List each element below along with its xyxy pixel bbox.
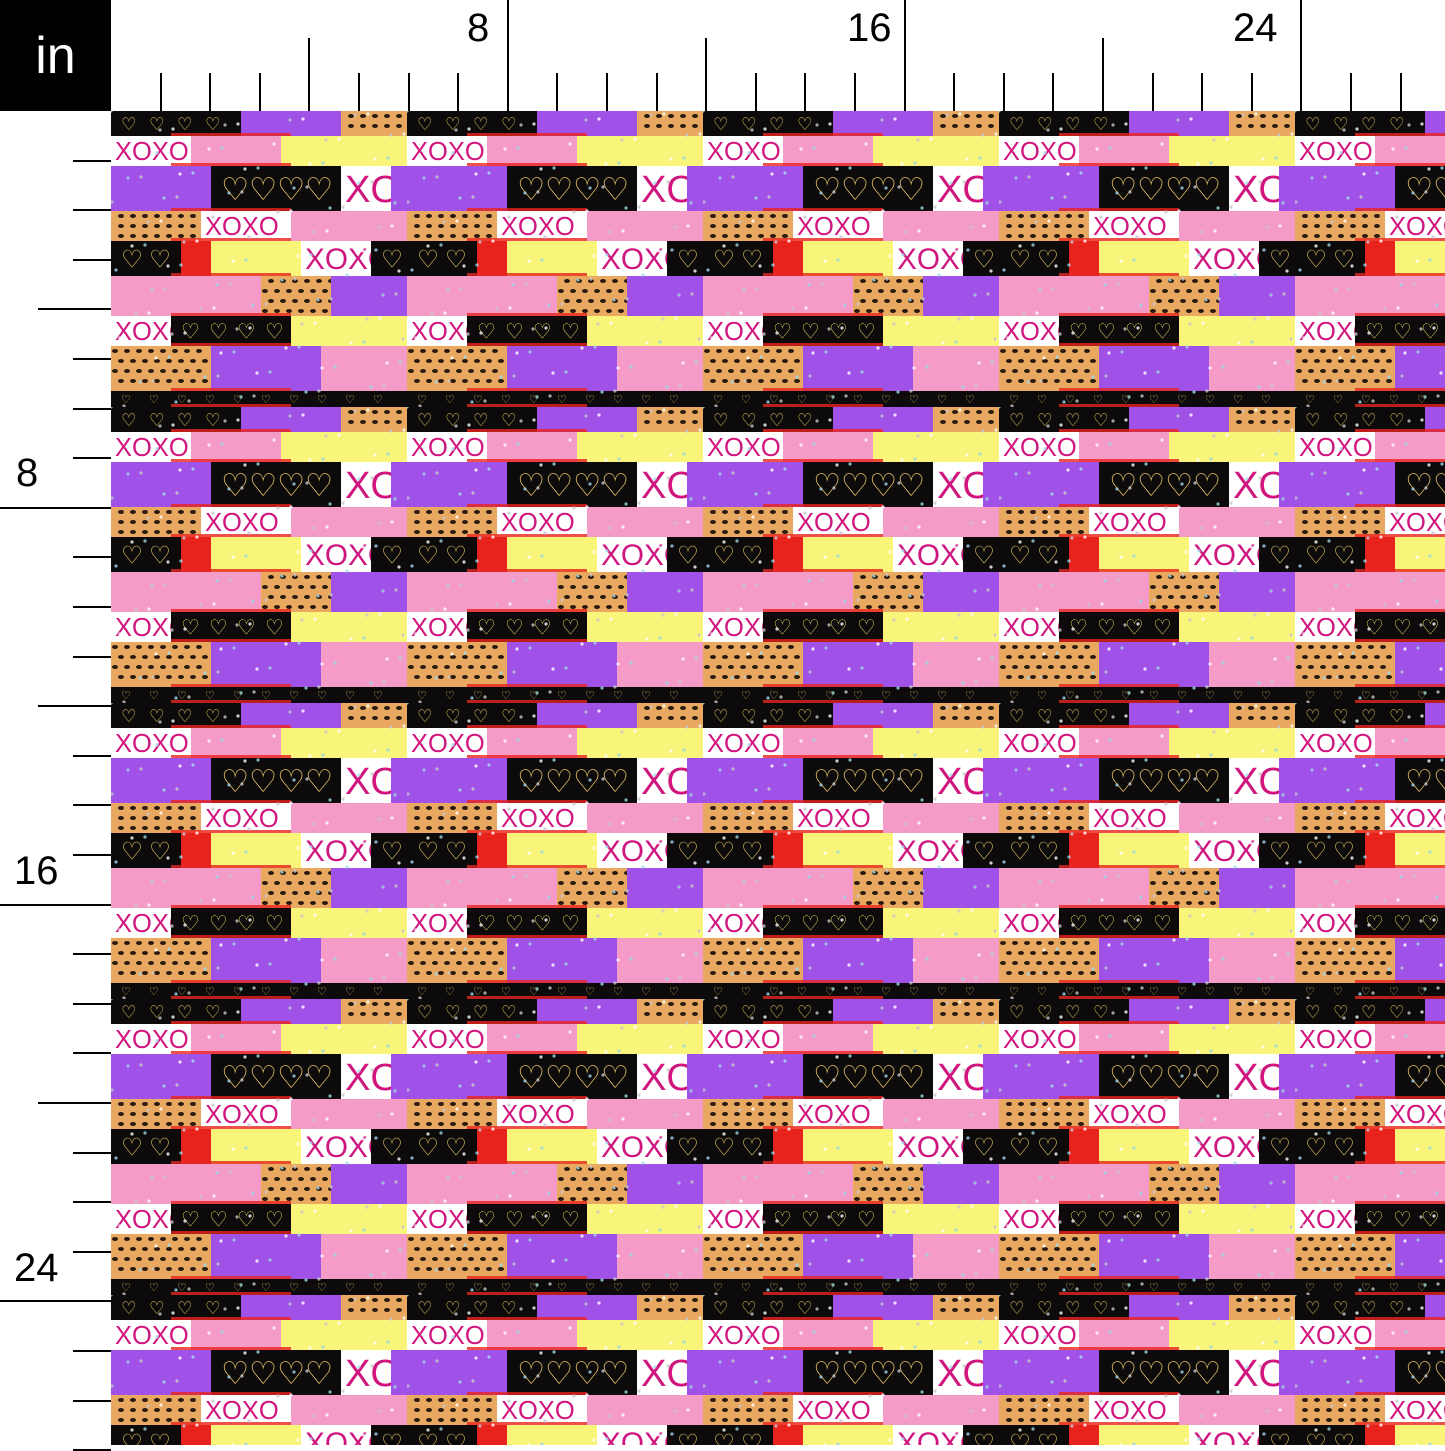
ruler-tick — [209, 73, 212, 111]
ruler-tick — [903, 0, 906, 111]
ruler-tick — [308, 38, 311, 111]
ruler-tick — [73, 655, 111, 658]
ruler-tick — [73, 258, 111, 261]
ruler-tick — [73, 358, 111, 360]
ruler-tick — [1151, 73, 1154, 111]
ruler-tick — [655, 73, 658, 111]
left-label-8: 8 — [16, 451, 39, 495]
ruler-tick — [73, 159, 111, 162]
ruler-tick — [73, 953, 111, 956]
ruler-tick — [1002, 73, 1005, 111]
ruler-tick — [1052, 73, 1055, 111]
ruler-tick — [73, 1201, 111, 1204]
ruler-tick — [0, 506, 111, 509]
left-label-16: 16 — [14, 849, 59, 893]
ruler-tick — [754, 73, 757, 111]
ruler-tick — [73, 556, 111, 559]
ruler-tick — [73, 1052, 111, 1055]
ruler-tick — [804, 73, 807, 111]
top-ruler: 8 16 24 — [111, 0, 1445, 111]
ruler-tick — [73, 754, 111, 757]
ruler-tick — [705, 38, 708, 111]
ruler-tick — [953, 73, 956, 111]
ruler-tick — [73, 407, 111, 410]
ruler-tick — [73, 457, 111, 460]
ruler-tick — [38, 705, 111, 708]
ruler-tick — [556, 73, 559, 111]
ruler-tick — [0, 903, 111, 906]
ruler-tick — [73, 1350, 111, 1352]
ruler-tick — [1250, 73, 1253, 111]
pattern-fill — [111, 111, 1445, 1445]
ruler-tick — [159, 73, 162, 111]
ruler-tick — [606, 73, 608, 111]
ruler-tick — [1350, 73, 1352, 111]
top-label-24: 24 — [1233, 6, 1278, 50]
ruler-tick — [38, 1102, 111, 1104]
top-label-8: 8 — [467, 6, 490, 50]
unit-label: in — [0, 0, 111, 111]
ruler-tick — [73, 1002, 111, 1005]
ruler-tick — [73, 209, 111, 212]
ruler-tick — [73, 1399, 111, 1402]
ruler-tick — [1201, 73, 1204, 111]
ruler-tick — [38, 308, 111, 311]
ruler-tick — [73, 606, 111, 608]
fabric-print: ♡♡♡♡XOXO♡♡♡♡XOXOXOXO♡♡XOXO♡XOXO♡♡♡♡♡♡♡♡♡… — [111, 111, 1445, 1445]
ruler-tick — [73, 854, 111, 856]
ruler-tick — [1300, 0, 1303, 111]
ruler-tick — [1102, 38, 1104, 111]
ruler-tick — [0, 1300, 111, 1303]
top-label-16: 16 — [847, 6, 892, 50]
ruler-tick — [407, 73, 410, 111]
left-label-24: 24 — [14, 1246, 59, 1290]
ruler-tick — [73, 1151, 111, 1154]
ruler-tick — [506, 0, 509, 111]
ruler-tick — [1399, 73, 1402, 111]
ruler-tick — [358, 73, 360, 111]
ruler-tick — [258, 73, 261, 111]
ruler-tick — [73, 804, 111, 807]
ruler-tick — [854, 73, 856, 111]
ruler-tick — [73, 1250, 111, 1253]
ruler-tick — [457, 73, 460, 111]
left-ruler: 8 16 24 — [0, 111, 111, 1451]
